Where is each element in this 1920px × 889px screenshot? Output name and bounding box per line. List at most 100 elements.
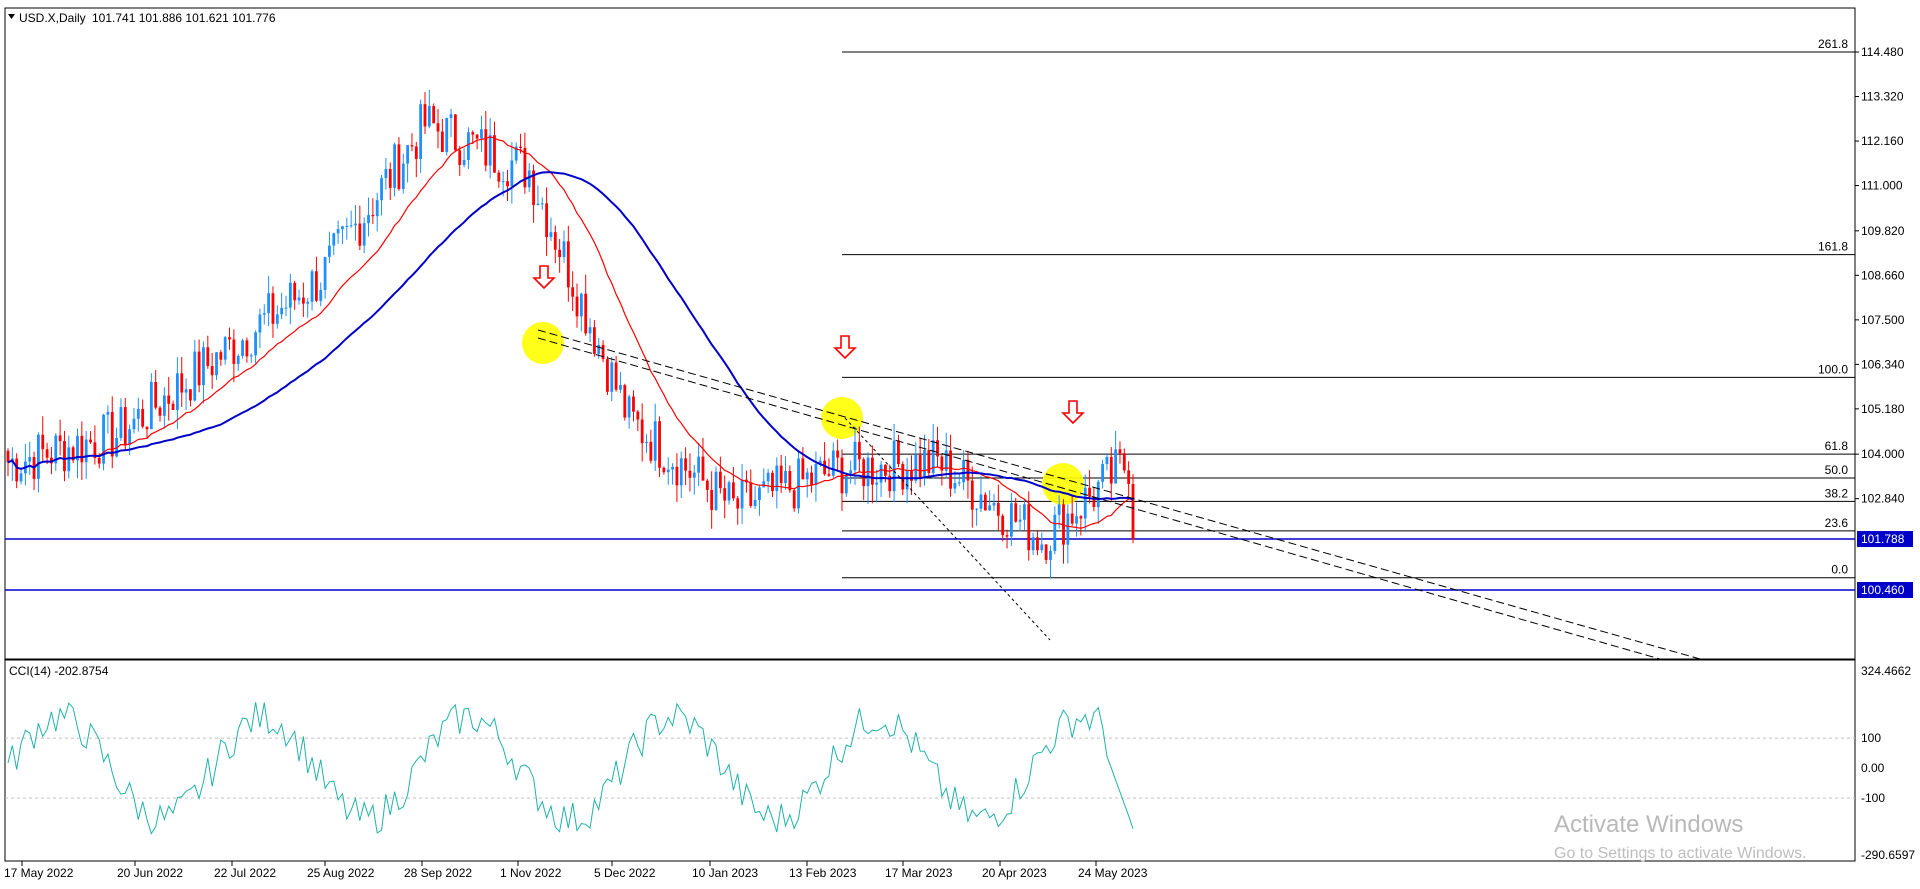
candle-body <box>63 441 66 472</box>
candle-body <box>432 106 436 124</box>
candle-body <box>718 471 722 489</box>
candle-body <box>123 407 127 445</box>
watermark-title: Activate Windows <box>1554 811 1743 838</box>
candle-body <box>927 449 931 473</box>
candle-body <box>1088 487 1091 497</box>
candle-body <box>857 441 861 460</box>
price-tick-label: 107.500 <box>1861 313 1905 327</box>
candle-body <box>288 282 292 308</box>
candle-body <box>953 482 957 489</box>
candle-body <box>414 146 418 159</box>
candle-body <box>445 117 449 152</box>
candle-body <box>1105 456 1109 465</box>
price-tick-label: 102.840 <box>1861 492 1905 506</box>
candle-body <box>354 223 357 226</box>
candle-body <box>914 455 918 481</box>
candle-body <box>627 396 631 418</box>
down-arrow-icon <box>532 265 556 290</box>
candle-body <box>328 245 331 257</box>
candle-body <box>788 470 792 491</box>
candle-body <box>1066 513 1070 545</box>
fib-label: 100.0 <box>1818 362 1848 376</box>
candle-body <box>1070 513 1074 524</box>
price-tick-label: 109.820 <box>1861 224 1905 238</box>
trendlines[interactable] <box>537 329 1701 660</box>
symbol-label: USD.X,Daily <box>19 11 86 25</box>
candle-body <box>397 144 401 190</box>
candle-body <box>710 490 714 510</box>
candle-body <box>671 466 674 470</box>
candle-body <box>771 472 774 492</box>
candle-body <box>423 104 427 127</box>
candle-body <box>449 114 453 118</box>
candle-body <box>558 249 562 258</box>
candle-body <box>154 382 158 408</box>
time-tick-label: 1 Nov 2022 <box>500 866 562 880</box>
candle-body <box>375 200 379 217</box>
candle-body <box>1027 504 1031 551</box>
candle-body <box>76 435 79 461</box>
candle-body <box>679 458 683 486</box>
price-tick-label: 112.160 <box>1861 134 1904 148</box>
candle-body <box>588 327 592 334</box>
candles <box>6 89 1135 579</box>
candle-body <box>215 352 218 376</box>
candle-body <box>1131 484 1135 540</box>
candle-body <box>71 447 75 461</box>
candle-body <box>553 232 557 250</box>
candle-body <box>966 459 970 481</box>
candle-body <box>640 419 644 444</box>
candle-body <box>1009 503 1013 537</box>
candle-body <box>102 414 105 464</box>
horizontal-lines[interactable] <box>5 538 1855 591</box>
time-tick-label: 17 Mar 2023 <box>885 866 953 880</box>
candle-body <box>762 481 766 488</box>
candle-body <box>731 482 735 499</box>
symbol-menu-icon[interactable] <box>8 14 15 19</box>
candle-body <box>241 340 244 356</box>
candle-body <box>258 314 262 333</box>
candle-body <box>28 457 32 462</box>
candle-body <box>158 407 162 416</box>
candle-body <box>1001 515 1005 536</box>
candle-body <box>167 395 171 404</box>
ma-fast-line <box>7 136 1134 529</box>
candle-body <box>232 339 236 364</box>
candle-body <box>501 181 505 183</box>
candle-body <box>197 351 201 386</box>
candle-body <box>306 301 310 304</box>
candle-body <box>119 407 123 438</box>
cci-level-label: -100 <box>1861 791 1885 805</box>
trendline-lower <box>537 337 1661 660</box>
candle-body <box>275 314 279 324</box>
down-arrow-icon <box>833 335 857 360</box>
cci-indicator: 324.4662 100 0.00 -100 -290.6597 <box>5 664 1915 862</box>
fibonacci-lines[interactable]: 261.8 161.8 100.0 61.8 50.0 38.2 23.6 0.0 <box>842 37 1855 579</box>
candle-body <box>614 362 618 390</box>
trendline-short <box>844 417 1051 641</box>
candle-body <box>319 289 323 301</box>
candle-body <box>610 362 614 392</box>
candle-body <box>254 332 257 356</box>
candle-body <box>949 450 952 489</box>
candle-body <box>714 471 718 510</box>
time-tick-label: 20 Apr 2023 <box>982 866 1047 880</box>
candle-body <box>19 473 23 482</box>
candle-body <box>1122 453 1126 471</box>
candle-body <box>440 131 444 152</box>
candle-body <box>80 435 84 463</box>
ma-slow-line <box>7 171 1134 501</box>
candle-body <box>779 465 783 484</box>
candle-body <box>280 307 284 315</box>
candle-body <box>471 132 475 135</box>
candle-body <box>210 366 214 376</box>
highlight-circle <box>821 397 863 439</box>
candle-body <box>67 447 71 472</box>
time-tick-label: 5 Dec 2022 <box>594 866 656 880</box>
candle-body <box>996 502 1000 516</box>
candle-body <box>380 178 383 201</box>
candle-body <box>827 474 831 476</box>
candle-body <box>545 203 549 237</box>
candle-body <box>228 337 231 340</box>
